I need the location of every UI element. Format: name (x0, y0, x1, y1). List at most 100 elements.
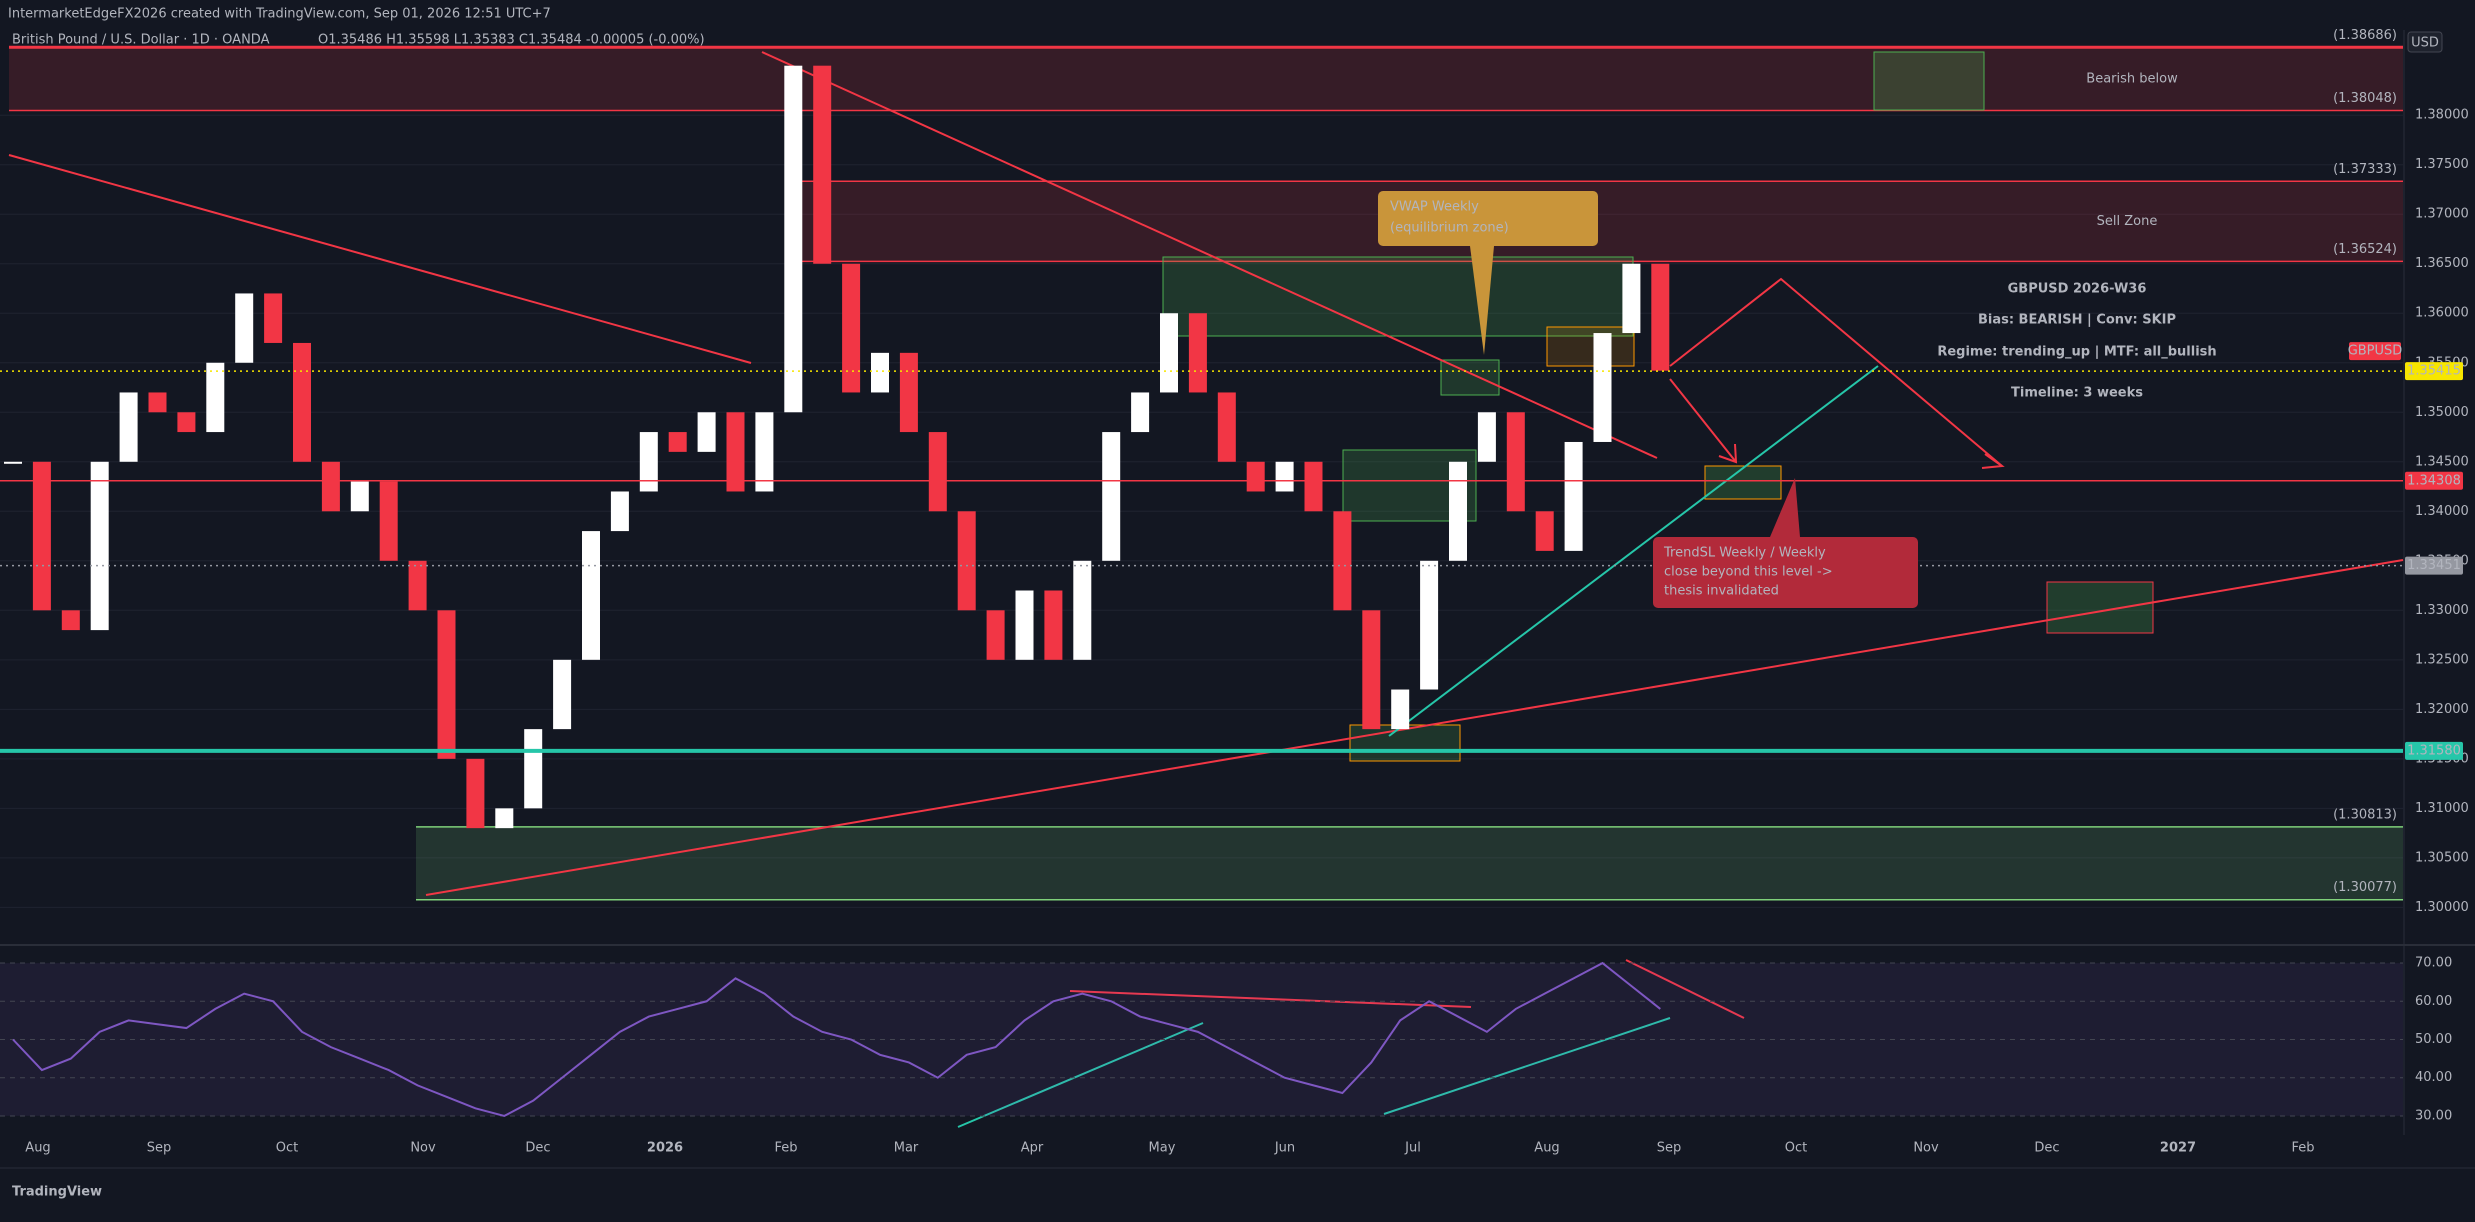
candle (32, 461, 51, 611)
y-tick-label: 1.30500 (2415, 850, 2469, 865)
callout-text: thesis invalidated (1664, 584, 1779, 599)
candle (1131, 392, 1150, 433)
candle (639, 432, 658, 492)
callout (1653, 537, 1918, 608)
trend-line (761, 51, 1658, 459)
zone-text: Sell Zone (2097, 214, 2158, 229)
candle (1449, 461, 1467, 561)
candle (813, 65, 832, 264)
y-tick-label: 70.00 (2415, 956, 2452, 971)
rsi-trend-line (1625, 959, 1745, 1019)
candle (90, 461, 109, 631)
candle (553, 659, 572, 730)
candle (235, 293, 254, 363)
candle (495, 808, 514, 829)
zone (802, 180, 2403, 263)
candle (1073, 560, 1092, 660)
zone-bottom-label: (1.30077) (2333, 880, 2397, 895)
x-tick-label: Nov (410, 1141, 436, 1156)
x-tick-label: 2027 (2160, 1141, 2196, 1156)
candle (1362, 610, 1381, 730)
x-tick-label: Mar (894, 1141, 919, 1156)
price-tag-label: 1.31580 (2407, 743, 2461, 758)
projection-arrow (1669, 277, 2003, 467)
candle (986, 610, 1005, 660)
y-tick-label: 30.00 (2415, 1108, 2452, 1123)
info-text: Regime: trending_up | MTF: all_bullish (1937, 345, 2216, 360)
candle (1622, 263, 1641, 334)
candle (1535, 511, 1554, 551)
callout-pointer (1470, 246, 1494, 355)
x-tick-label: Dec (525, 1141, 550, 1156)
y-tick-label: 1.31000 (2415, 801, 2469, 816)
x-tick-label: Aug (25, 1141, 50, 1156)
candle (1217, 392, 1236, 462)
callout (1378, 191, 1598, 246)
candle (321, 461, 340, 512)
candle (1420, 560, 1439, 690)
zone-area (802, 181, 2403, 262)
candle (1593, 333, 1612, 442)
callout-text: VWAP Weekly (1390, 200, 1479, 215)
box (1162, 256, 1634, 337)
candle (582, 531, 600, 660)
y-tick-label: 1.30000 (2415, 900, 2469, 915)
box (2046, 581, 2154, 634)
currency-box[interactable] (2407, 31, 2443, 53)
candle (610, 491, 629, 532)
rsi-trend-line (1069, 990, 1472, 1008)
y-tick-label: 1.36000 (2415, 306, 2469, 321)
y-tick-label: 1.32000 (2415, 702, 2469, 717)
candle (350, 481, 369, 512)
candle (1391, 689, 1410, 730)
price-tag (2405, 471, 2463, 490)
trend-line (425, 559, 2404, 896)
y-tick-label: 40.00 (2415, 1070, 2452, 1085)
header-title: IntermarketEdgeFX2026 created with Tradi… (8, 7, 551, 22)
y-tick-label: 1.35000 (2415, 405, 2469, 420)
zone-text: Bearish below (2086, 71, 2178, 86)
symbol: British Pound / U.S. Dollar · 1D · OANDA (12, 33, 270, 48)
candle (119, 392, 138, 462)
price-tag (2405, 362, 2463, 381)
candle (697, 412, 716, 452)
x-tick-label: Jun (1274, 1141, 1295, 1156)
x-tick-label: Sep (1657, 1141, 1682, 1156)
candle (206, 362, 225, 433)
candle (1275, 461, 1294, 492)
projection-arrow (1669, 378, 1737, 463)
x-tick-label: Dec (2034, 1141, 2059, 1156)
zone-area (9, 47, 2403, 111)
trend-line (8, 154, 752, 364)
candle (437, 610, 456, 759)
y-tick-label: 1.37500 (2415, 157, 2469, 172)
candle (1160, 313, 1178, 393)
candle (755, 412, 774, 492)
candle (1333, 511, 1352, 611)
candle (524, 729, 543, 809)
candle (466, 758, 485, 829)
box (1349, 724, 1461, 762)
symbol-tag-label: GBPUSD (2348, 344, 2403, 359)
x-tick-label: Sep (147, 1141, 172, 1156)
price-tag (2405, 556, 2463, 575)
info-text: Bias: BEARISH | Conv: SKIP (1978, 313, 2176, 328)
callout-text: close beyond this level -> (1664, 565, 1833, 580)
y-tick-label: 1.38000 (2415, 108, 2469, 123)
price-tag-label: 1.35415 (2407, 364, 2461, 379)
candle (928, 432, 947, 512)
candle (408, 560, 427, 611)
info-text: Timeline: 3 weeks (2011, 386, 2143, 401)
candle (379, 481, 398, 561)
callout-text: (equilibrium zone) (1390, 221, 1509, 236)
arrow-head (1718, 443, 1738, 464)
x-tick-label: Aug (1534, 1141, 1559, 1156)
candle (957, 511, 976, 611)
candle (1102, 432, 1121, 561)
candle (871, 352, 889, 393)
y-tick-label: 1.34000 (2415, 504, 2469, 519)
y-tick-label: 1.37000 (2415, 207, 2469, 222)
currency[interactable]: USD (2411, 36, 2439, 51)
